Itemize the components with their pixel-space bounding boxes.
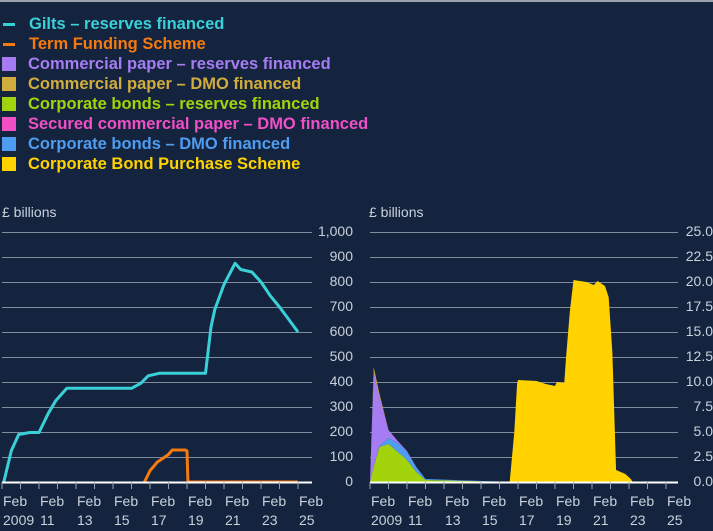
x-tick-label-month: Feb bbox=[262, 493, 287, 509]
legend-label: Corporate bonds – DMO financed bbox=[28, 134, 291, 153]
x-tick-label-year: 19 bbox=[188, 512, 204, 528]
y-tick-label: 22.5 bbox=[685, 248, 713, 264]
x-tick-label-year: 13 bbox=[445, 512, 461, 528]
x-tick-label-month: Feb bbox=[114, 493, 139, 509]
tfs-line bbox=[143, 448, 298, 484]
x-tick-label-year: 23 bbox=[630, 512, 646, 528]
x-tick-label-month: Feb bbox=[151, 493, 176, 509]
legend-item: Gilts – reserves financed bbox=[2, 14, 368, 34]
x-tick-label-year: 17 bbox=[519, 512, 535, 528]
x-tick-label-year: 25 bbox=[299, 512, 315, 528]
cbps-area bbox=[509, 280, 633, 482]
x-tick-label-month: Feb bbox=[482, 493, 507, 509]
legend-label: Secured commercial paper – DMO financed bbox=[28, 114, 369, 133]
y-tick-label: 25.0 bbox=[685, 223, 713, 239]
right-chart-unit-label: £ billions bbox=[369, 204, 424, 220]
legend-label: Term Funding Scheme bbox=[29, 34, 206, 53]
legend-item: Term Funding Scheme bbox=[2, 34, 368, 54]
x-tick-label-month: Feb bbox=[77, 493, 102, 509]
y-tick-label: 15.0 bbox=[685, 323, 713, 339]
x-tick-label-month: Feb bbox=[299, 493, 324, 509]
y-tick-label: 0.0 bbox=[693, 473, 713, 489]
x-tick-label-month: Feb bbox=[519, 493, 544, 509]
x-tick-label-year: 11 bbox=[40, 512, 55, 528]
legend-item: Corporate bonds – reserves financed bbox=[2, 94, 368, 114]
y-tick-label: 0 bbox=[345, 473, 353, 489]
x-tick-label-month: Feb bbox=[593, 493, 618, 509]
x-tick-label-year: 21 bbox=[593, 512, 609, 528]
y-tick-label: 200 bbox=[329, 423, 353, 439]
legend-box-swatch-icon bbox=[2, 157, 16, 171]
top-border bbox=[0, 0, 713, 2]
legend-box-swatch-icon bbox=[2, 77, 16, 91]
legend-item: Corporate Bond Purchase Scheme bbox=[2, 154, 368, 174]
legend-label: Corporate bonds – reserves financed bbox=[28, 94, 320, 113]
corporate-bonds-reserves-area bbox=[370, 444, 629, 482]
x-tick-label-year: 2009 bbox=[3, 512, 35, 528]
legend-label: Commercial paper – DMO financed bbox=[28, 74, 302, 93]
x-tick-label-year: 25 bbox=[667, 512, 683, 528]
legend-box-swatch-icon bbox=[2, 117, 16, 131]
y-tick-label: 900 bbox=[329, 248, 353, 264]
legend-item: Commercial paper – reserves financed bbox=[2, 54, 368, 74]
legend-label: Corporate Bond Purchase Scheme bbox=[28, 154, 301, 173]
y-tick-label: 2.5 bbox=[693, 448, 713, 464]
y-tick-label: 10.0 bbox=[685, 373, 713, 389]
x-tick-label-month: Feb bbox=[408, 493, 433, 509]
x-tick-label-month: Feb bbox=[3, 493, 28, 509]
x-tick-label-year: 17 bbox=[151, 512, 167, 528]
corporate-bonds-dmo-area bbox=[370, 438, 629, 482]
legend-label: Commercial paper – reserves financed bbox=[28, 54, 331, 73]
x-tick-label-year: 23 bbox=[262, 512, 278, 528]
x-tick-label-month: Feb bbox=[188, 493, 213, 509]
gilts-line bbox=[2, 261, 300, 483]
x-tick-label-month: Feb bbox=[667, 493, 692, 509]
x-tick-label-year: 2009 bbox=[371, 512, 403, 528]
y-tick-label: 400 bbox=[329, 373, 353, 389]
legend-line-swatch-icon bbox=[3, 42, 15, 46]
x-tick-label-year: 19 bbox=[556, 512, 572, 528]
legend-box-swatch-icon bbox=[2, 57, 16, 71]
left-chart-unit-label: £ billions bbox=[2, 204, 57, 220]
x-tick-label-month: Feb bbox=[225, 493, 250, 509]
legend-item: Commercial paper – DMO financed bbox=[2, 74, 368, 94]
y-tick-label: 700 bbox=[329, 298, 353, 314]
y-tick-label: 600 bbox=[329, 323, 353, 339]
y-tick-label: 7.5 bbox=[693, 398, 713, 414]
legend-box-swatch-icon bbox=[2, 137, 16, 151]
x-tick-label-year: 11 bbox=[408, 512, 423, 528]
y-tick-label: 500 bbox=[329, 348, 353, 364]
x-tick-label-year: 21 bbox=[225, 512, 241, 528]
x-tick-label-month: Feb bbox=[371, 493, 396, 509]
x-tick-label-month: Feb bbox=[630, 493, 655, 509]
y-tick-label: 17.5 bbox=[685, 298, 713, 314]
legend-box-swatch-icon bbox=[2, 97, 16, 111]
y-tick-label: 1,000 bbox=[317, 223, 353, 239]
legend-item: Secured commercial paper – DMO financed bbox=[2, 114, 368, 134]
legend: Gilts – reserves financed Term Funding Sc… bbox=[2, 14, 368, 174]
y-tick-label: 5.0 bbox=[693, 423, 713, 439]
y-tick-label: 100 bbox=[329, 448, 353, 464]
y-tick-label: 12.5 bbox=[685, 348, 713, 364]
x-tick-label-year: 15 bbox=[482, 512, 498, 528]
x-tick-label-month: Feb bbox=[556, 493, 581, 509]
y-tick-label: 300 bbox=[329, 398, 353, 414]
y-tick-label: 800 bbox=[329, 273, 353, 289]
x-tick-label-month: Feb bbox=[40, 493, 65, 509]
x-tick-label-month: Feb bbox=[445, 493, 470, 509]
y-tick-label: 20.0 bbox=[685, 273, 713, 289]
x-tick-label-year: 13 bbox=[77, 512, 93, 528]
legend-line-swatch-icon bbox=[3, 22, 15, 26]
legend-label: Gilts – reserves financed bbox=[29, 14, 225, 33]
x-tick-label-year: 15 bbox=[114, 512, 130, 528]
legend-item: Corporate bonds – DMO financed bbox=[2, 134, 368, 154]
